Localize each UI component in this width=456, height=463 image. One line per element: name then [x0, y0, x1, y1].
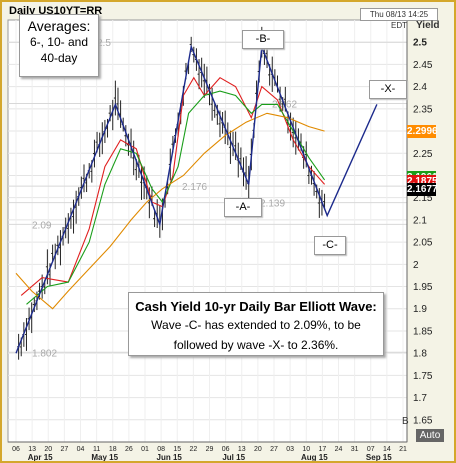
x-tick-label: 18	[109, 446, 117, 453]
x-tick-label: 07	[367, 446, 375, 453]
x-tick-label: 08	[157, 446, 165, 453]
wave-path	[15, 44, 378, 354]
y-tick-label: 2.5	[413, 38, 427, 49]
x-tick-label: 04	[77, 446, 85, 453]
y-tick-label: 2.35	[413, 104, 433, 115]
x-axis-ticks: 06 13 20 27 04 11 18 26 01 08 15 22 29 06 13 20 27 03 10 17…	[12, 446, 407, 461]
note-line-1: Wave -C- has extended to 2.09%, to be	[151, 318, 361, 332]
averages-title: Averages:	[27, 18, 91, 34]
averages-line-1: 6-, 10- and	[29, 35, 89, 49]
level-label: 2.5	[97, 38, 111, 49]
ma-line-6day	[20, 76, 326, 296]
level-label: 2.176	[182, 182, 207, 193]
y-tick-label: 1.95	[413, 282, 433, 293]
y-axis-ticks: 2.52.452.42.352.32.252.22.152.12.0521.95…	[413, 38, 433, 427]
x-tick-label: 13	[238, 446, 246, 453]
y-tick-label: 2.05	[413, 238, 433, 249]
x-tick-label: 06	[222, 446, 230, 453]
x-tick-label: 03	[286, 446, 294, 453]
ma-line-40day	[15, 112, 325, 310]
y-tick-label: 2.1	[413, 215, 427, 226]
x-tick-label: 26	[125, 446, 133, 453]
price-box-40day: 2.2996	[407, 124, 438, 138]
y-tick-label: 1.9	[413, 304, 427, 315]
x-tick-label: 27	[60, 446, 68, 453]
note-title: Cash Yield 10-yr Daily Bar Elliott Wave:	[135, 299, 377, 314]
x-tick-label: 13	[28, 446, 36, 453]
x-tick-label: 20	[254, 446, 262, 453]
y-tick-label: 2.15	[413, 193, 433, 204]
x-tick-label: 24	[335, 446, 343, 453]
moving-averages	[15, 76, 326, 310]
x-tick-label: 29	[206, 446, 214, 453]
x-tick-label: 22	[189, 446, 197, 453]
wave-label-a: -A-	[224, 198, 262, 217]
level-label: 1.802	[32, 348, 57, 359]
note-line-2: followed by wave -X- to 2.36%.	[173, 338, 339, 352]
y-tick-label: 2.25	[413, 149, 433, 160]
x-tick-label: 20	[44, 446, 52, 453]
y-tick-label: 1.75	[413, 371, 433, 382]
elliott-wave	[15, 44, 378, 354]
price-box-last: 2.1677	[407, 183, 438, 197]
x-tick-label: 15	[173, 446, 181, 453]
x-tick-label: 27	[270, 446, 278, 453]
level-label: 2.139	[260, 199, 285, 210]
averages-note: Averages: 6-, 10- and 40-day	[19, 14, 99, 77]
wave-label-c: -C-	[314, 236, 346, 255]
plot-area	[7, 19, 408, 443]
y-tick-label: 2	[413, 260, 419, 271]
y-tick-label: 1.7	[413, 393, 427, 404]
y-tick-label: 2.4	[413, 82, 427, 93]
y-tick-label: 1.8	[413, 349, 427, 360]
ma-line-10day	[26, 90, 326, 305]
wave-label-x: -X-	[369, 80, 407, 99]
month-label: Aug 15	[301, 453, 328, 461]
x-tick-label: 17	[318, 446, 326, 453]
elliott-wave-note: Cash Yield 10-yr Daily Bar Elliott Wave:…	[128, 292, 384, 356]
auto-scale-button[interactable]: Auto	[416, 429, 444, 442]
y-tick-label: 1.85	[413, 326, 433, 337]
level-label: 2.09	[32, 220, 52, 231]
x-tick-label: 01	[141, 446, 149, 453]
x-tick-label: 14	[383, 446, 391, 453]
y-axis-label: Yield	[416, 20, 440, 31]
x-tick-label: 10	[302, 446, 310, 453]
wave-label-b: -B-	[242, 30, 284, 49]
y-tick-label: 1.65	[413, 415, 433, 426]
edge-label: B	[402, 416, 409, 427]
month-label: Apr 15	[28, 453, 53, 461]
month-label: Jul 15	[222, 453, 245, 461]
x-tick-label: 06	[12, 446, 20, 453]
y-tick-label: 2.45	[413, 60, 433, 71]
month-label: Jun 15	[157, 453, 183, 461]
month-label: Sep 15	[366, 453, 392, 461]
x-tick-label: 21	[399, 446, 407, 453]
timestamp: Thu 08/13 14:25 EDT	[360, 8, 438, 30]
x-tick-label: 11	[93, 446, 100, 453]
month-label: May 15	[91, 453, 118, 461]
x-tick-label: 31	[351, 446, 359, 453]
averages-line-2: 40-day	[40, 51, 78, 65]
